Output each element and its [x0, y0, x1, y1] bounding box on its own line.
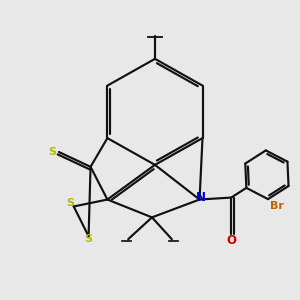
- Text: S: S: [85, 234, 93, 244]
- Text: Br: Br: [270, 201, 284, 211]
- Text: S: S: [48, 147, 56, 157]
- Text: N: N: [196, 191, 206, 204]
- Text: S: S: [67, 199, 75, 208]
- Text: O: O: [226, 234, 236, 247]
